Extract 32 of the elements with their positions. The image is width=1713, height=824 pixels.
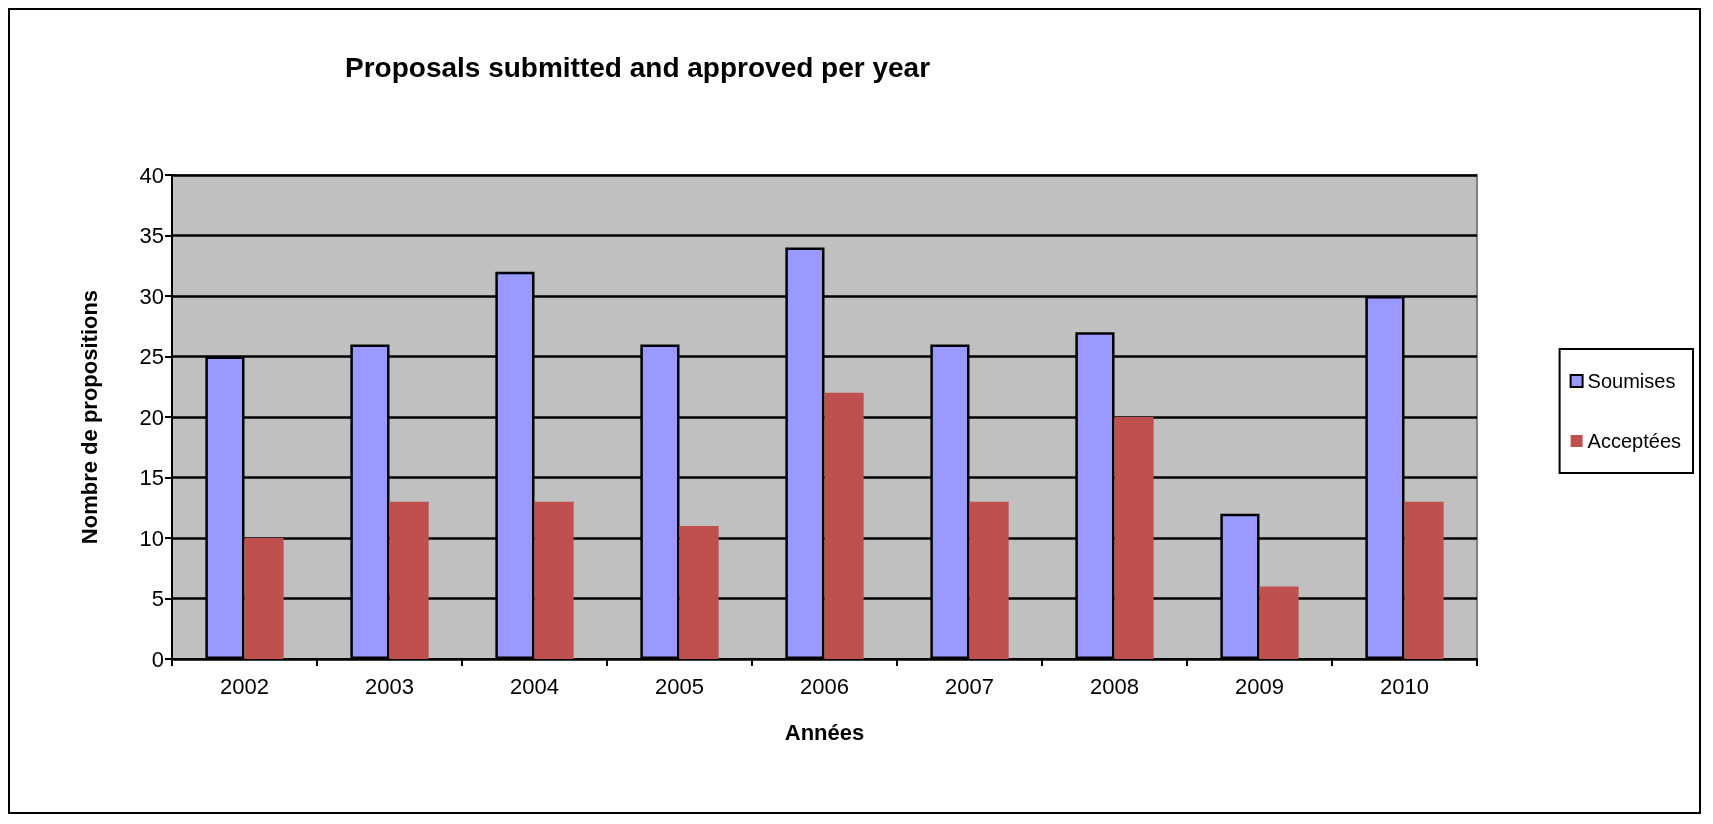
x-tick-label: 2004 <box>510 673 559 699</box>
x-tick-label: 2002 <box>220 673 269 699</box>
x-tick-label: 2007 <box>945 673 994 699</box>
y-tick-label: 20 <box>139 404 164 430</box>
bar <box>824 392 864 659</box>
y-tick-label: 25 <box>139 344 164 369</box>
bar <box>1259 586 1299 659</box>
x-tick-label: 2005 <box>655 673 704 699</box>
y-axis-title: Nombre de propositions <box>76 289 102 545</box>
x-tick-label: 2010 <box>1380 673 1429 699</box>
bar <box>244 538 284 659</box>
bar <box>1404 501 1444 659</box>
y-tick-label: 15 <box>139 465 164 490</box>
y-tick-label: 10 <box>139 525 164 551</box>
bar <box>389 501 429 659</box>
bar <box>1114 417 1154 659</box>
x-tick-label: 2006 <box>800 673 849 699</box>
y-tick-label: 30 <box>139 283 164 309</box>
legend-label: Acceptées <box>1587 430 1681 452</box>
x-tick-label: 2003 <box>365 673 414 699</box>
y-tick-label: 40 <box>139 162 164 188</box>
bar <box>969 501 1009 659</box>
y-tick-label: 35 <box>139 223 164 248</box>
legend-label: Soumises <box>1587 370 1676 392</box>
x-axis-title: Années <box>784 719 865 745</box>
bar <box>679 525 719 659</box>
x-tick-label: 2009 <box>1235 673 1284 699</box>
chart-title: Proposals submitted and approved per year <box>345 51 931 83</box>
y-tick-label: 0 <box>151 646 164 672</box>
y-tick-label: 5 <box>151 586 164 611</box>
bar <box>534 501 574 659</box>
x-tick-label: 2008 <box>1090 673 1139 699</box>
